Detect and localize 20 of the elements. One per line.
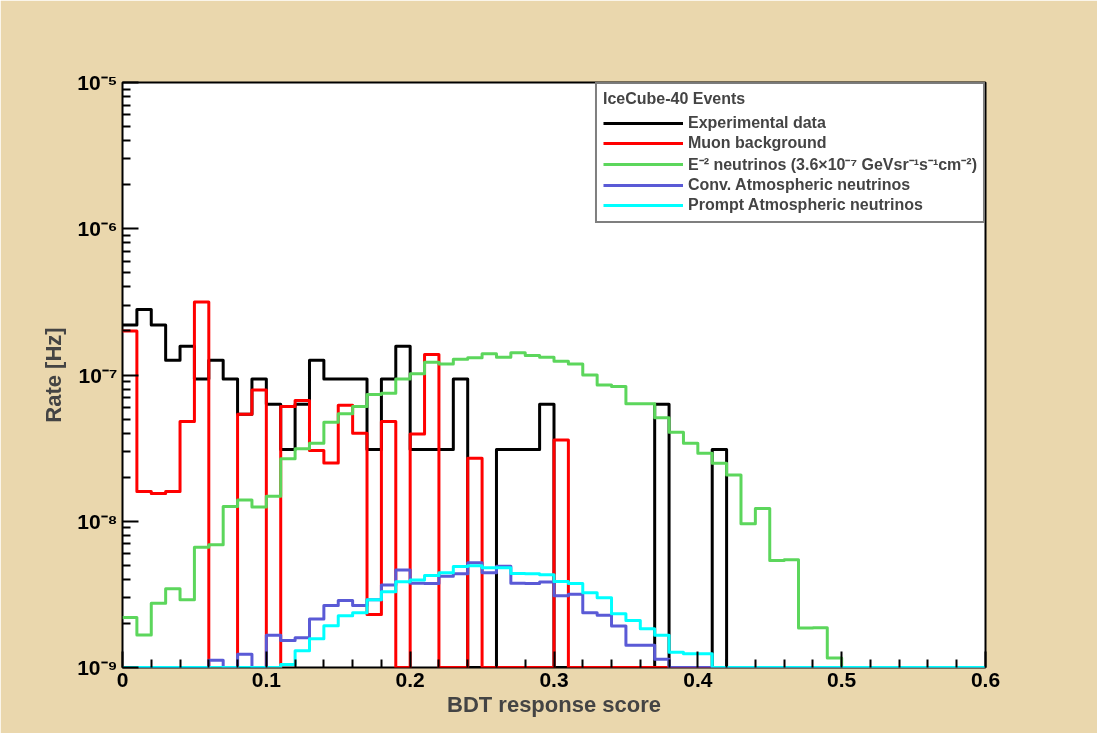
- y-tick-label: 10⁻⁶: [77, 217, 118, 241]
- x-tick-label: 0: [116, 667, 129, 691]
- legend-label: Conv. Atmospheric neutrinos: [687, 176, 911, 194]
- legend-label: E⁻² neutrinos (3.6×10⁻⁷ GeVsr⁻¹s⁻¹cm⁻²): [687, 155, 977, 175]
- x-tick-label: 0.5: [827, 667, 857, 691]
- x-tick-label: 0.3: [539, 667, 569, 691]
- legend-title: IceCube-40 Events: [602, 90, 747, 108]
- y-axis-title: Rate [Hz]: [41, 327, 67, 423]
- y-tick-label: 10⁻⁷: [78, 363, 118, 387]
- legend-label: Prompt Atmospheric neutrinos: [687, 196, 923, 214]
- legend-label: Muon background: [687, 134, 827, 152]
- x-tick-label: 0.4: [683, 667, 713, 691]
- x-axis-title: BDT response score: [447, 691, 661, 717]
- y-tick-label: 10⁻⁹: [77, 656, 118, 679]
- x-tick-label: 0.6: [970, 667, 1001, 691]
- x-tick-label: 0.1: [251, 667, 282, 691]
- legend-label: Experimental data: [687, 114, 826, 132]
- y-tick-label: 10⁻⁸: [77, 509, 118, 533]
- y-tick-label: 10⁻⁵: [77, 71, 118, 94]
- x-tick-label: 0.2: [395, 667, 425, 691]
